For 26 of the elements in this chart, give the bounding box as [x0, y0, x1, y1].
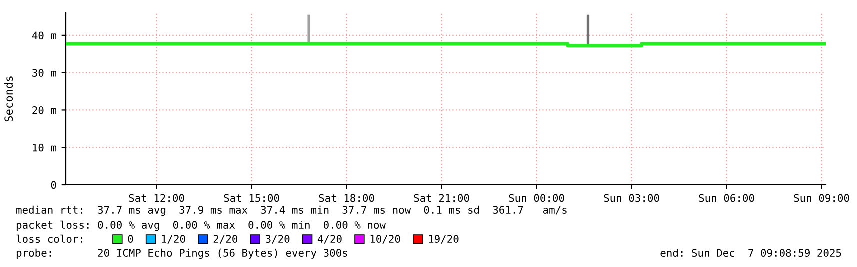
y-tick-label: 20 m: [32, 106, 56, 114]
legend-label: 0: [128, 235, 134, 244]
text: probe: 20 ICMP Echo Pings (56 Bytes) every 300s: [16, 248, 348, 260]
legend-label: 4/20: [318, 235, 342, 244]
x-tick-label: Sat 21:00: [414, 194, 470, 202]
text: end: Sun Dec 7 09:08:59 2025: [660, 248, 842, 258]
legend-label: 1/20: [162, 235, 186, 244]
y-tick-label: 30 m: [32, 69, 56, 77]
x-tick-label: Sun 06:00: [699, 194, 754, 202]
x-tick-label: Sat 18:00: [319, 194, 374, 202]
text: packet loss: 0.00 % avg 0.00 % max 0.00 % min 0.00 % now: [16, 220, 386, 232]
legend-label: 2/20: [214, 235, 238, 244]
y-tick-label: 10 m: [33, 144, 56, 152]
legend-label: 19/20: [429, 235, 459, 244]
legend-label: 10/20: [370, 235, 400, 244]
y-tick-label: 40 m: [32, 32, 56, 40]
x-tick-label: Sun 09:00: [794, 194, 850, 202]
x-tick-label: Sun 03:00: [604, 194, 660, 202]
y-axis-title: Seconds: [4, 76, 14, 122]
legend-label: 3/20: [266, 235, 290, 244]
text: median rtt: 37.7 ms avg 37.9 ms max 37.4 ms min 37.7 ms now 0.1 ms sd 361.7 am/s: [16, 206, 567, 216]
x-tick-label: Sat 15:00: [224, 194, 280, 202]
y-tick-label: 0: [51, 181, 56, 190]
x-tick-label: Sun 00:00: [509, 194, 564, 202]
legend-title: loss color:: [16, 234, 82, 244]
x-tick-label: Sat 12:00: [129, 194, 184, 202]
